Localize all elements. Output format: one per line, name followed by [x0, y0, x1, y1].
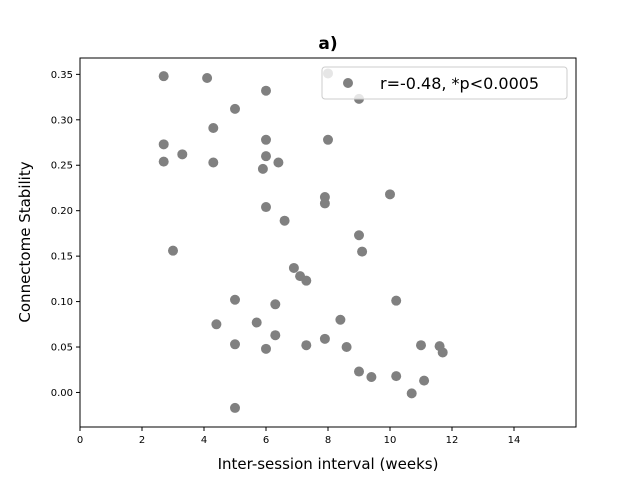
data-point — [158, 71, 169, 82]
data-point — [230, 339, 240, 350]
y-axis-label: Connectome Stability — [16, 161, 34, 322]
data-point — [406, 388, 417, 399]
data-point — [323, 134, 333, 145]
x-tick-label: 12 — [446, 435, 459, 446]
data-point — [261, 202, 271, 213]
x-tick-label: 4 — [201, 435, 207, 446]
data-point — [437, 347, 448, 358]
data-point — [416, 340, 426, 351]
x-tick-label: 10 — [384, 435, 397, 446]
x-tick-label: 8 — [325, 435, 331, 446]
legend-marker — [343, 78, 353, 88]
x-tick-label: 14 — [508, 435, 521, 446]
data-point — [177, 149, 188, 160]
x-tick-label: 0 — [77, 435, 83, 446]
y-tick-label: 0.15 — [51, 252, 73, 263]
data-point — [261, 134, 271, 145]
data-point — [208, 157, 219, 168]
data-point — [211, 319, 222, 330]
y-axis: 0.00 0.05 0.10 0.15 0.20 0.25 0.30 0.35 — [51, 70, 80, 399]
data-point — [261, 343, 271, 354]
data-point — [168, 245, 178, 256]
data-point — [288, 262, 299, 273]
x-axis-label: Inter-session interval (weeks) — [218, 455, 439, 473]
data-point — [419, 375, 430, 386]
data-point — [208, 122, 219, 133]
data-point — [279, 215, 290, 226]
data-point — [230, 294, 240, 305]
data-point — [335, 314, 346, 325]
x-tick-label: 6 — [263, 435, 269, 446]
x-axis: 0 2 4 6 8 10 12 14 — [77, 427, 521, 446]
y-tick-label: 0.25 — [51, 161, 73, 172]
data-point — [251, 317, 262, 328]
data-point — [354, 230, 364, 241]
data-point — [230, 103, 240, 114]
data-point — [202, 73, 213, 83]
legend: r=-0.48, *p<0.0005 — [321, 66, 568, 100]
y-tick-label: 0.30 — [51, 115, 73, 126]
chart-title: a) — [318, 34, 337, 54]
data-point — [261, 151, 271, 162]
data-point — [158, 139, 169, 150]
y-tick-label: 0.05 — [51, 343, 73, 354]
data-point — [341, 342, 352, 353]
y-tick-label: 0.10 — [51, 297, 73, 308]
data-point — [301, 340, 312, 351]
data-point — [354, 366, 364, 377]
data-point — [270, 330, 281, 341]
y-tick-label: 0.35 — [51, 70, 73, 81]
legend-box — [321, 66, 568, 100]
y-tick-label: 0.20 — [51, 206, 73, 217]
data-point — [366, 372, 377, 383]
data-point — [385, 189, 395, 200]
data-point — [391, 295, 402, 306]
data-point — [357, 246, 368, 257]
data-point — [301, 275, 312, 286]
data-point — [261, 85, 271, 96]
y-tick-label: 0.00 — [51, 388, 73, 399]
legend-label: r=-0.48, *p<0.0005 — [380, 74, 539, 93]
data-point — [319, 198, 330, 209]
data-point — [230, 402, 240, 413]
data-point — [257, 163, 268, 174]
x-tick-label: 2 — [139, 435, 145, 446]
plot-area — [158, 68, 448, 413]
data-point — [273, 157, 284, 168]
data-point — [158, 156, 169, 167]
data-point — [391, 371, 402, 382]
data-point — [319, 333, 330, 344]
data-point — [270, 299, 281, 310]
